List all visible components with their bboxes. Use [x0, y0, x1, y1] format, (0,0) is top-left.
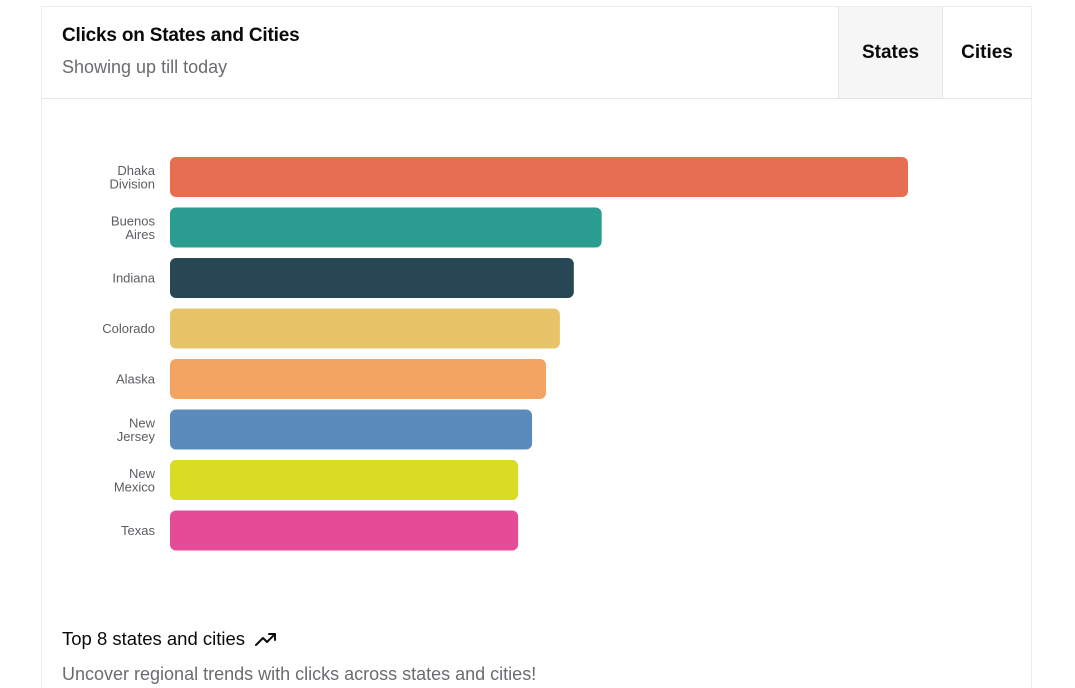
card-footer: Top 8 states and cities Uncover regional…: [62, 628, 536, 685]
category-label: Texas: [121, 523, 155, 538]
footer-title-row: Top 8 states and cities: [62, 628, 536, 650]
bar-chart: Dhaka Division Buenos Aires Indiana Colorado A…: [102, 157, 908, 551]
category-label: Alaska: [116, 372, 156, 387]
card-subtitle: Showing up till today: [62, 57, 228, 77]
chart-card: Clicks on States and Cities Showing up t…: [41, 6, 1032, 688]
tab-group: States Cities: [838, 7, 1031, 98]
card-title: Clicks on States and Cities: [62, 25, 300, 46]
card-header: Clicks on States and Cities Showing up t…: [42, 7, 1031, 99]
tab-states[interactable]: States: [838, 7, 942, 98]
title-block: Clicks on States and Cities Showing up t…: [62, 25, 300, 78]
bar[interactable]: [170, 258, 574, 298]
category-label: Dhaka Division: [109, 163, 155, 192]
trending-up-icon: [255, 633, 277, 646]
footer-title: Top 8 states and cities: [62, 628, 246, 649]
bar[interactable]: [170, 308, 560, 349]
bar[interactable]: [170, 359, 546, 399]
bar[interactable]: [170, 157, 908, 197]
category-label: New Jersey: [117, 415, 156, 444]
bar[interactable]: [170, 460, 519, 500]
bar[interactable]: [170, 207, 602, 248]
footer-description: Uncover regional trends with clicks acro…: [62, 664, 537, 684]
category-label: Indiana: [112, 271, 155, 286]
tab-cities[interactable]: Cities: [942, 7, 1031, 98]
category-label: Buenos Aires: [111, 213, 156, 242]
category-label: New Mexico: [114, 466, 156, 495]
bar[interactable]: [170, 510, 519, 551]
bar[interactable]: [170, 409, 533, 450]
category-label: Colorado: [102, 321, 155, 336]
